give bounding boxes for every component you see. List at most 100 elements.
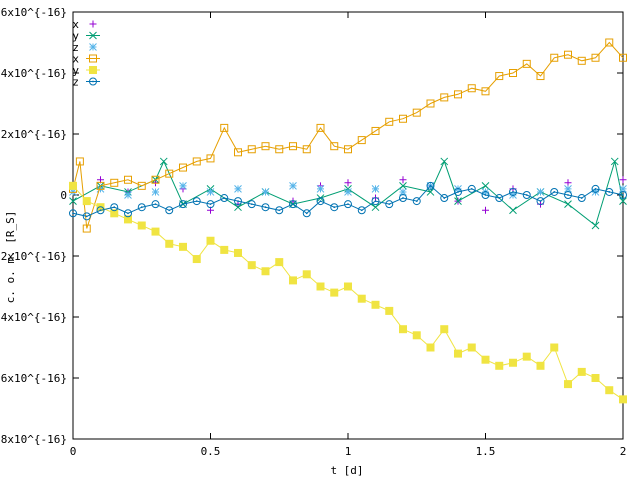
marker-shape (509, 69, 517, 77)
data-point (206, 236, 215, 245)
marker-stroke (179, 181, 187, 190)
data-point (385, 200, 394, 209)
marker-stroke (619, 197, 627, 205)
marker-stroke (344, 188, 352, 196)
data-point (564, 200, 572, 209)
marker-dot (457, 191, 459, 193)
data-point (454, 197, 462, 205)
marker-shape (454, 349, 462, 358)
marker-stroke (399, 176, 407, 184)
data-point (399, 188, 407, 196)
marker-shape (179, 200, 187, 209)
marker-stroke (482, 206, 489, 214)
marker-shape (234, 248, 242, 257)
data-point (151, 200, 160, 209)
data-point (234, 197, 242, 206)
y-tick-label: -4x10^{-16} (0, 311, 67, 324)
marker-shape (399, 325, 407, 334)
data-point (110, 203, 119, 212)
marker-stroke (454, 197, 462, 205)
marker-dot (402, 197, 404, 199)
data-point (619, 197, 627, 205)
marker-dot (113, 206, 116, 209)
marker-shape (577, 367, 586, 376)
data-point (289, 276, 297, 285)
marker-shape (550, 187, 559, 196)
marker-stroke (371, 185, 380, 193)
marker-shape (399, 114, 407, 123)
marker-shape (192, 197, 201, 206)
marker-shape (75, 157, 84, 166)
marker-shape (412, 108, 421, 117)
marker-shape (605, 386, 614, 395)
marker-shape (357, 294, 366, 303)
data-point (220, 194, 229, 203)
marker-shape (275, 206, 284, 215)
data-point (206, 154, 215, 163)
marker-shape (536, 72, 545, 81)
data-point (316, 185, 325, 193)
data-point (385, 117, 394, 126)
data-point (454, 90, 462, 99)
y-tick-label: -8x10^{-16} (0, 433, 67, 446)
data-point (82, 224, 91, 233)
marker-shape (357, 206, 366, 215)
y-axis-label: c. o. m. [R_S] (4, 211, 17, 304)
data-point (371, 203, 380, 212)
data-point (124, 215, 132, 224)
marker-dot (333, 206, 336, 209)
marker-shape (302, 145, 311, 154)
data-point (110, 209, 119, 218)
legend-label: x (72, 53, 79, 66)
marker-shape (234, 197, 242, 206)
data-point (206, 188, 215, 196)
marker-shape (261, 203, 270, 212)
marker-shape (275, 145, 284, 154)
marker-shape (96, 206, 105, 215)
marker-shape (564, 50, 572, 59)
data-point (454, 349, 462, 358)
data-point (536, 188, 545, 196)
marker-stroke (124, 191, 132, 199)
marker-shape (495, 194, 504, 203)
marker-shape (605, 187, 614, 196)
series-line (72, 160, 624, 227)
marker-stroke (289, 181, 297, 190)
data-point (234, 185, 242, 193)
data-point (412, 197, 421, 206)
marker-stroke (536, 188, 545, 196)
marker-shape (399, 194, 407, 203)
data-point (495, 194, 504, 203)
data-point (550, 343, 559, 352)
data-point (522, 191, 531, 199)
data-point (610, 157, 619, 166)
data-point (591, 221, 600, 230)
marker-shape (69, 181, 77, 190)
marker-dot (99, 209, 102, 212)
data-point (577, 56, 586, 65)
data-point (481, 355, 490, 364)
marker-shape (440, 194, 449, 203)
marker-stroke (564, 200, 572, 209)
data-point (564, 185, 572, 193)
legend-marker (89, 77, 97, 86)
marker-shape (110, 203, 119, 212)
data-point (159, 157, 168, 166)
x-tick-label: 0 (70, 445, 77, 458)
data-point (399, 194, 407, 203)
legend-marker (89, 20, 97, 28)
data-point (206, 200, 215, 209)
data-point (440, 325, 449, 334)
data-point (591, 53, 600, 62)
data-point (536, 197, 545, 206)
data-point (481, 87, 490, 96)
marker-shape (440, 325, 449, 334)
data-point (371, 300, 380, 309)
data-point (550, 187, 559, 196)
x-axis-label: t [d] (330, 464, 363, 477)
data-point (509, 69, 517, 77)
data-point (316, 282, 325, 291)
marker-stroke (316, 185, 325, 193)
marker-shape (89, 66, 97, 74)
data-point (385, 306, 394, 315)
